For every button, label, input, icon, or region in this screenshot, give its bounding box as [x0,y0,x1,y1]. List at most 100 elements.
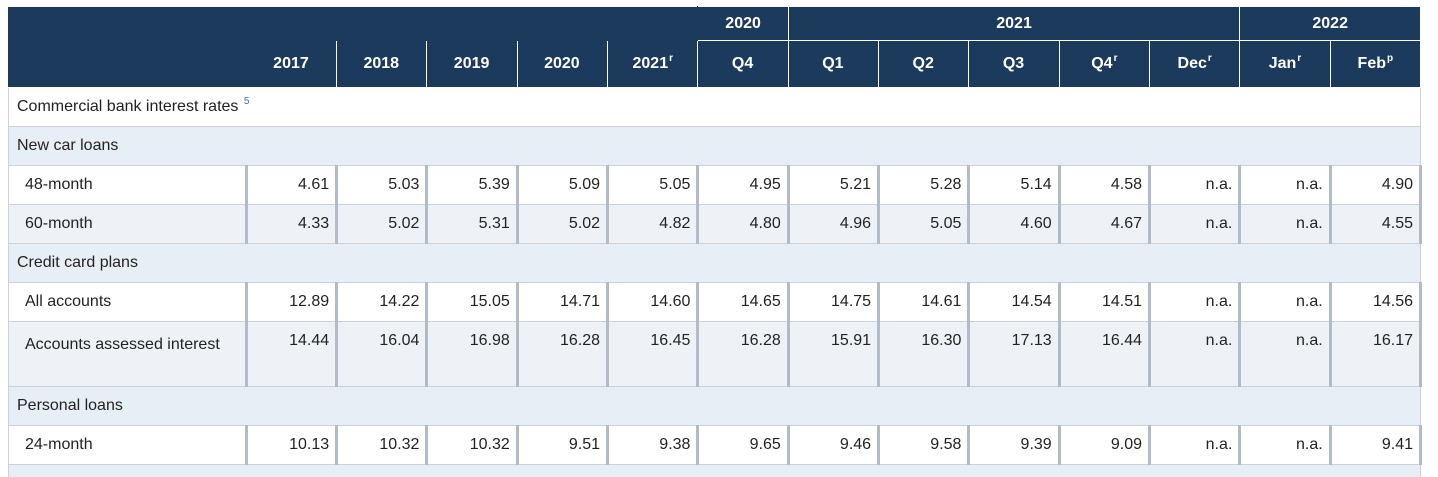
value-cell: 14.71 [517,283,607,322]
table-tail-row [9,465,1421,477]
value-cell: n.a. [1240,322,1330,387]
header-blank-cell [9,7,698,41]
value-cell: 14.54 [969,283,1059,322]
group-row: Personal loans [9,387,1421,426]
value-cell: 5.09 [517,166,607,205]
value-cell: 5.02 [517,205,607,244]
value-cell: 16.17 [1330,322,1420,387]
value-cell: 16.45 [608,322,698,387]
header-period: 2021r [608,41,698,88]
header-period: Febp [1330,41,1420,88]
header-period: Q4r [1059,41,1149,88]
header-row-periods: 2017 2018 2019 2020 2021r Q4 Q1 Q2 Q3 Q4… [9,41,1421,88]
value-cell: 5.21 [788,166,878,205]
row-label: All accounts [9,283,247,322]
section-row: Commercial bank interest rates 5 [9,88,1421,127]
value-cell: 14.75 [788,283,878,322]
value-cell: 10.32 [427,426,517,465]
value-cell: 16.30 [879,322,969,387]
header-row-group: 2020 2021 2022 [9,7,1421,41]
value-cell: n.a. [1150,166,1240,205]
value-cell: 14.51 [1059,283,1149,322]
value-cell: 4.80 [698,205,788,244]
value-cell: n.a. [1240,283,1330,322]
value-cell: 5.03 [337,166,427,205]
header-2021-group: 2021 [788,7,1240,41]
header-period: Q3 [969,41,1059,88]
value-cell: n.a. [1240,166,1330,205]
value-cell: n.a. [1150,205,1240,244]
header-period: Q4 [698,41,788,88]
value-cell: 5.05 [608,166,698,205]
header-period: Q1 [788,41,878,88]
value-cell: 16.44 [1059,322,1149,387]
value-cell: 14.56 [1330,283,1420,322]
value-cell: 14.65 [698,283,788,322]
value-cell: 9.58 [879,426,969,465]
value-cell: 9.09 [1059,426,1149,465]
value-cell: 17.13 [969,322,1059,387]
value-cell: n.a. [1150,322,1240,387]
header-period: 2017 [246,41,336,88]
group-title: Credit card plans [9,244,1421,283]
value-cell: 16.04 [337,322,427,387]
header-period: 2019 [427,41,517,88]
value-cell: 14.22 [337,283,427,322]
value-cell: 15.91 [788,322,878,387]
header-period: 2020 [517,41,607,88]
value-cell: 12.89 [246,283,336,322]
value-cell: 9.39 [969,426,1059,465]
value-cell: 14.61 [879,283,969,322]
header-label-cell [9,41,247,88]
row-label: Accounts assessed interest [9,322,247,387]
value-cell: 4.90 [1330,166,1420,205]
table-tail-cell [9,465,1421,477]
value-cell: 5.39 [427,166,517,205]
value-cell: n.a. [1240,205,1330,244]
interest-rates-table: 2020 2021 2022 2017 2018 2019 2020 2021r… [8,6,1422,477]
value-cell: 5.31 [427,205,517,244]
value-cell: n.a. [1240,426,1330,465]
value-cell: 4.82 [608,205,698,244]
value-cell: 4.67 [1059,205,1149,244]
value-cell: 9.46 [788,426,878,465]
header-period: Janr [1240,41,1330,88]
group-row: Credit card plans [9,244,1421,283]
group-title: New car loans [9,127,1421,166]
header-2020-group: 2020 [698,7,788,41]
value-cell: 4.60 [969,205,1059,244]
header-2022-group: 2022 [1240,7,1421,41]
value-cell: 16.28 [698,322,788,387]
value-cell: 9.51 [517,426,607,465]
value-cell: 14.44 [246,322,336,387]
value-cell: 4.61 [246,166,336,205]
value-cell: 5.02 [337,205,427,244]
value-cell: n.a. [1150,426,1240,465]
value-cell: 4.58 [1059,166,1149,205]
header-period: 2018 [337,41,427,88]
value-cell: 9.65 [698,426,788,465]
value-cell: 16.28 [517,322,607,387]
footnote-link[interactable]: 5 [244,96,250,107]
header-period: Q2 [879,41,969,88]
value-cell: 10.32 [337,426,427,465]
header-period: Decr [1150,41,1240,88]
value-cell: 15.05 [427,283,517,322]
value-cell: 4.55 [1330,205,1420,244]
section-title: Commercial bank interest rates 5 [9,88,1421,127]
value-cell: 5.05 [879,205,969,244]
value-cell: 9.38 [608,426,698,465]
consumer-credit-table-container: 2020 2021 2022 2017 2018 2019 2020 2021r… [8,6,1422,477]
value-cell: n.a. [1150,283,1240,322]
value-cell: 10.13 [246,426,336,465]
value-cell: 9.41 [1330,426,1420,465]
value-cell: 14.60 [608,283,698,322]
value-cell: 4.95 [698,166,788,205]
row-label: 48-month [9,166,247,205]
value-cell: 4.33 [246,205,336,244]
